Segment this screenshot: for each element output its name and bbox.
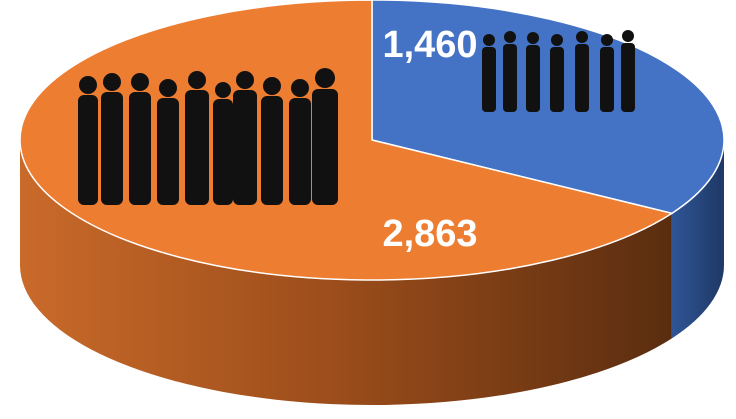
pie-top (19, 0, 725, 281)
pie-sides (19, 140, 724, 406)
value-label: 1,460 (382, 24, 477, 66)
slice (19, 0, 674, 281)
slice-side (19, 140, 672, 406)
value-label: 2,863 (382, 213, 477, 255)
slice-side (671, 140, 724, 339)
slice (371, 0, 725, 215)
crowd-left (78, 68, 338, 205)
crowd-right (482, 30, 635, 112)
silhouettes (78, 30, 635, 205)
value-labels: 1,460 2,863 (382, 24, 477, 255)
